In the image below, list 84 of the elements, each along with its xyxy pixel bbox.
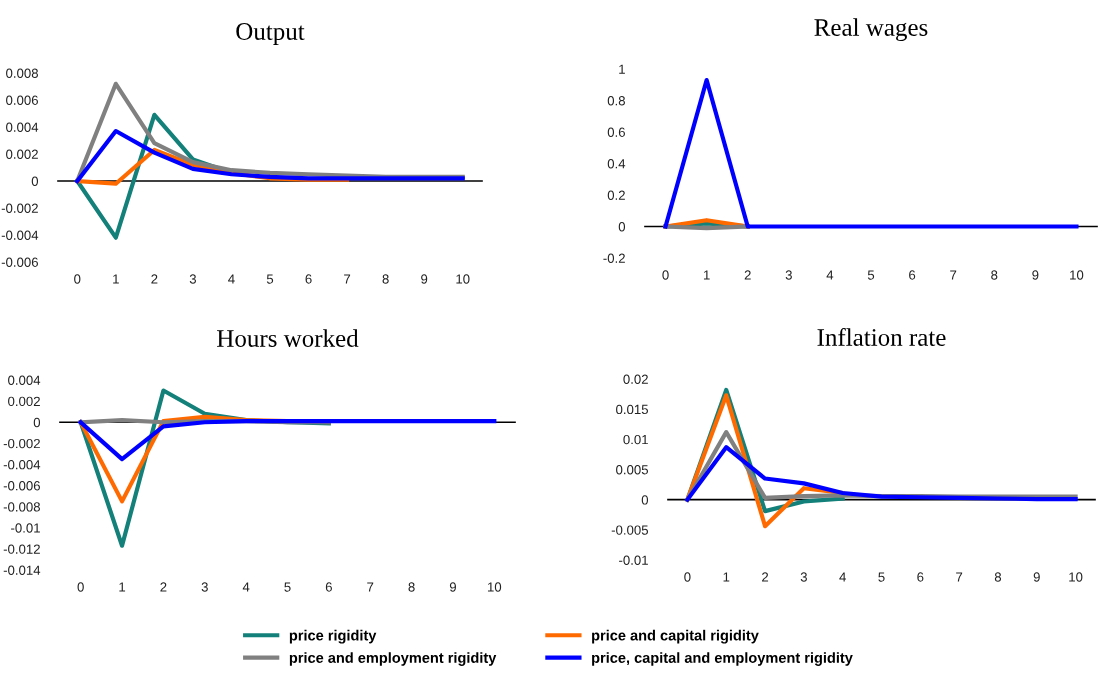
y-tick-label: 0.005 (616, 465, 649, 475)
legend-label: price rigidity (289, 629, 377, 644)
x-tick-label: 5 (878, 572, 885, 582)
legend-label: price and capital rigidity (592, 629, 759, 644)
y-tick-label: 0.8 (607, 96, 625, 106)
x-tick-label: 1 (703, 270, 710, 280)
y-tick-label: 0 (31, 176, 39, 186)
x-tick-label: 4 (242, 582, 250, 592)
x-tick-label: 10 (1069, 572, 1083, 582)
y-tick-label: -0.004 (3, 460, 41, 470)
y-tick-label: 0.4 (607, 159, 626, 169)
x-tick-label: 6 (325, 582, 332, 592)
x-tick-label: 0 (74, 274, 81, 284)
y-tick-label: 0 (33, 417, 41, 428)
x-tick-label: 3 (800, 572, 807, 582)
y-tick-label: 0 (618, 222, 626, 232)
chart-title: Output (236, 23, 305, 45)
x-tick-label: 5 (284, 582, 291, 592)
x-tick-label: 6 (305, 274, 312, 284)
x-tick-label: 4 (228, 274, 235, 284)
x-tick-label: 10 (1070, 270, 1084, 280)
x-tick-label: 4 (839, 572, 846, 582)
x-tick-label: 7 (956, 572, 963, 582)
y-tick-label: 0.004 (6, 122, 39, 132)
chart-title: Hours worked (217, 329, 359, 347)
x-tick-label: 2 (160, 582, 167, 592)
x-tick-label: 10 (456, 274, 470, 284)
y-tick-label: 0 (641, 495, 649, 505)
x-tick-label: 3 (189, 274, 196, 284)
x-tick-label: 4 (826, 270, 834, 280)
y-tick-label: 0.002 (6, 149, 38, 159)
x-tick-label: 7 (367, 582, 374, 592)
x-tick-label: 8 (408, 582, 415, 592)
x-tick-label: 0 (662, 270, 669, 280)
x-tick-label: 9 (1032, 270, 1039, 280)
x-tick-label: 3 (201, 582, 208, 592)
y-tick-label: 0.004 (8, 375, 41, 385)
x-tick-label: 2 (762, 572, 769, 582)
y-tick-label: 0.2 (607, 190, 625, 200)
y-tick-label: 0.002 (8, 396, 40, 407)
x-tick-label: 1 (119, 582, 126, 592)
y-tick-label: 0.015 (616, 404, 649, 415)
legend-label: price and employment rigidity (289, 652, 497, 666)
y-tick-label: 0.006 (6, 95, 38, 105)
y-tick-label: -0.014 (3, 565, 41, 575)
y-tick-label: 0.01 (623, 434, 648, 445)
y-tick-label: 0.02 (623, 374, 648, 384)
x-tick-label: 9 (449, 582, 456, 592)
y-tick-label: -0.002 (1, 203, 38, 213)
y-tick-label: -0.01 (11, 523, 40, 533)
x-tick-label: 8 (994, 572, 1002, 582)
x-tick-label: 5 (266, 274, 274, 284)
y-tick-label: 0.008 (6, 68, 38, 78)
x-tick-label: 1 (723, 572, 730, 582)
y-tick-label: -0.005 (611, 525, 649, 535)
y-tick-label: 0.6 (607, 127, 625, 137)
x-tick-label: 8 (991, 270, 998, 280)
y-tick-label: -0.006 (1, 257, 38, 267)
x-tick-label: 9 (421, 274, 428, 284)
legend-label: price, capital and employment rigidity (592, 652, 853, 666)
x-tick-label: 7 (950, 270, 957, 280)
y-tick-label: -0.004 (1, 230, 39, 240)
chart-title: Inflation rate (817, 328, 946, 346)
x-tick-label: 10 (487, 582, 502, 592)
x-tick-label: 2 (744, 270, 751, 280)
x-tick-label: 7 (344, 274, 351, 284)
y-tick-label: -0.006 (3, 481, 40, 491)
x-tick-label: 6 (917, 572, 924, 582)
x-tick-label: 2 (151, 274, 158, 284)
y-tick-label: -0.012 (3, 544, 40, 554)
x-tick-label: 9 (1033, 572, 1040, 582)
x-tick-label: 3 (785, 270, 792, 280)
x-tick-label: 0 (77, 582, 84, 592)
y-tick-label: 1 (619, 64, 625, 74)
x-tick-label: 8 (382, 274, 389, 284)
x-tick-label: 0 (684, 572, 691, 582)
x-tick-label: 6 (909, 270, 916, 280)
x-tick-label: 1 (113, 274, 119, 284)
x-tick-label: 5 (867, 270, 875, 280)
y-tick-label: -0.2 (603, 253, 625, 263)
y-tick-label: -0.01 (619, 555, 648, 565)
y-tick-label: -0.002 (3, 438, 40, 449)
y-tick-label: -0.008 (3, 502, 40, 512)
chart-title: Real wages (814, 18, 928, 42)
